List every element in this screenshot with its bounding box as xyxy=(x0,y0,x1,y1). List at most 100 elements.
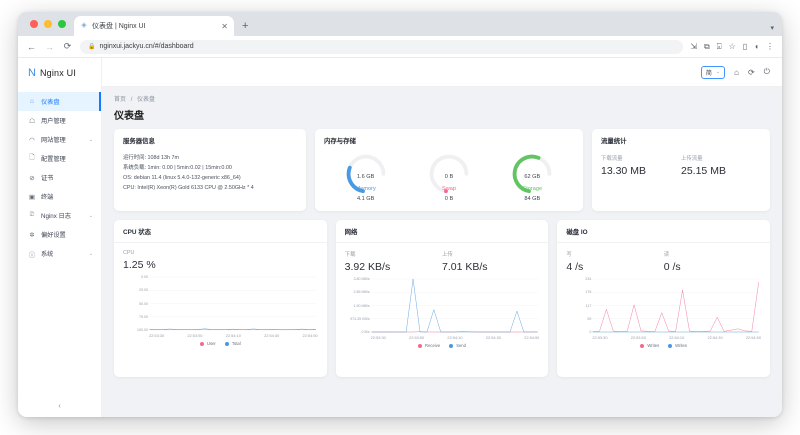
menu-icon[interactable]: ⋮ xyxy=(766,42,774,51)
disk-io-chart: 234 176 117 59 0 xyxy=(566,276,761,334)
sidebar-item-0[interactable]: ⌂ 仪表盘 xyxy=(18,92,101,111)
star-icon[interactable]: ☆ xyxy=(728,42,736,51)
stat-value: 13.30 MB xyxy=(601,165,646,177)
sidebar-item-1[interactable]: ☖ 用户管理 xyxy=(18,111,101,130)
sidebar-item-8[interactable]: ⓘ 系统 ⌄ xyxy=(18,244,101,263)
legend-item[interactable]: Writes xyxy=(640,343,659,348)
legend-item[interactable]: Receive xyxy=(418,343,440,348)
sidebar-item-label: 网站管理 xyxy=(41,137,66,144)
y-axis: 3.80 MB/s 2.85 MB/s 1.90 MB/s 974.35 KB/s 0 … xyxy=(345,276,540,334)
legend-dot-icon xyxy=(199,341,204,346)
gauge-total: 0 B xyxy=(444,196,454,202)
language-select[interactable]: 简 ⌄ xyxy=(700,65,726,79)
breadcrumb: 首页 / 仪表盘 xyxy=(114,94,770,103)
sidebar-item-7[interactable]: ✲ 偏好设置 xyxy=(18,225,101,244)
sidebar-item-2[interactable]: ◠ 网站管理 ⌄ xyxy=(18,130,101,149)
legend-label: Receive xyxy=(425,343,441,348)
nginx-ui-app: N Nginx UI ⌂ 仪表盘 ☖ 用户管理 ◠ 网站管理 ⌄ 🗋 配置管理 ⊘ 证书 ▣ 终端 🗈 Ng… xyxy=(18,58,782,417)
metric-label: CPU xyxy=(123,250,135,256)
memory-storage-card: 内存与存储 1.6 GB Memory 4.1 GB 0 B Swap 0 B 62 GB S… xyxy=(315,129,583,211)
y-axis-tick: 75.00 xyxy=(139,314,148,319)
metric-value: 1.25 % xyxy=(123,259,156,271)
new-tab-button[interactable]: + xyxy=(242,20,249,32)
refresh-icon[interactable]: ⟳ xyxy=(747,67,755,77)
chevron-down-icon[interactable]: ⌄ xyxy=(88,250,93,257)
sidepanel-icon[interactable]: ▯ xyxy=(742,42,748,51)
brand[interactable]: N Nginx UI xyxy=(18,58,101,87)
extension-icon[interactable]: ⧉ xyxy=(704,41,710,51)
y-axis-tick: 0.00 xyxy=(141,275,148,279)
tab-search-icon[interactable]: ▾ xyxy=(770,25,774,32)
y-axis-tick: 59 xyxy=(587,316,592,321)
sidebar-item-4[interactable]: ⊘ 证书 xyxy=(18,168,101,187)
chevron-down-icon[interactable]: ⌄ xyxy=(88,212,93,219)
gauge-value: 1.6 GB xyxy=(356,174,375,180)
metric-label: 读 xyxy=(663,252,670,258)
swap-gauge: 0 B Swap 0 B xyxy=(417,152,481,202)
metric-value: 0 /s xyxy=(663,261,681,273)
breadcrumb-home[interactable]: 首页 xyxy=(114,97,127,103)
x-axis-tick: 22:53:50 xyxy=(409,335,425,340)
reload-button[interactable]: ⟳ xyxy=(63,41,72,51)
network-card: 网络 下载 3.92 KB/s 上传 7.01 KB/s 3.80 MB/s 2.85 … xyxy=(335,220,549,377)
x-axis-tick: 22:54:30 xyxy=(264,333,280,338)
address-bar[interactable]: 🔒 nginxui.jackyu.cn/#/dashboard xyxy=(80,39,684,54)
forward-button[interactable]: → xyxy=(45,41,54,52)
sidebar-item-5[interactable]: ▣ 终端 xyxy=(18,187,101,206)
chevron-down-icon: ⌄ xyxy=(715,69,721,75)
maximize-window-button[interactable] xyxy=(58,20,66,28)
logout-icon[interactable]: ⏻ xyxy=(763,67,770,76)
sidebar-item-label: Nginx 日志 xyxy=(41,213,71,220)
sidebar-item-6[interactable]: 🗈 Nginx 日志 ⌄ xyxy=(18,206,101,225)
breadcrumb-current: 仪表盘 xyxy=(137,97,156,103)
x-axis-tick: 22:54:10 xyxy=(225,333,241,338)
chevron-down-icon[interactable]: ⌄ xyxy=(88,136,93,143)
minimize-window-button[interactable] xyxy=(44,20,52,28)
x-axis: 22:53:30 22:53:50 22:54:10 22:54:30 22:54:50 xyxy=(345,335,540,340)
dashboard-page: 首页 / 仪表盘 仪表盘 服务器信息 运行时间: 108d 13h 7m 系统负载… xyxy=(102,87,782,417)
server-info-line-1: 系统负载: 1min: 0.00 | 5min:0.02 | 15min:0.0… xyxy=(123,165,232,171)
back-button[interactable]: ← xyxy=(27,41,36,52)
legend-label: Total xyxy=(231,341,241,346)
share-icon[interactable]: ⇲ xyxy=(690,42,698,51)
legend-item[interactable]: Send xyxy=(449,343,466,348)
x-axis-tick: 22:54:10 xyxy=(669,335,685,340)
profile-icon[interactable]: ◖ xyxy=(754,42,759,51)
toolbar-icon-group: ⇲ ⧉ ⌻ ☆ ▯ ◖ ⋮ xyxy=(690,42,774,52)
sidebar-item-label: 偏好设置 xyxy=(41,232,66,239)
bookmark-icon[interactable]: ⌻ xyxy=(716,41,722,51)
legend-item[interactable]: Total xyxy=(224,341,241,346)
x-axis-tick: 22:53:50 xyxy=(630,335,646,340)
sidebar-item-label: 仪表盘 xyxy=(41,99,60,106)
legend-dot-icon xyxy=(449,343,454,348)
browser-tab[interactable]: ◈ 仪表盘 | Nginx UI ✕ xyxy=(74,16,234,36)
memory-gauge: 1.6 GB Memory 4.1 GB xyxy=(334,152,398,202)
legend-dot-icon xyxy=(640,343,645,348)
x-axis-tick: 22:54:50 xyxy=(524,335,540,340)
x-axis-tick: 22:54:50 xyxy=(302,333,318,338)
x-axis-tick: 22:53:30 xyxy=(592,335,608,340)
x-axis-tick: 22:54:50 xyxy=(745,335,761,340)
network-upload: 上传 7.01 KB/s xyxy=(442,250,539,273)
legend-item[interactable]: User xyxy=(199,341,216,346)
legend-item[interactable]: Writes xyxy=(668,343,687,348)
gauge-total: 84 GB xyxy=(524,196,541,202)
sidebar-collapse-button[interactable]: ‹ xyxy=(58,402,61,410)
browser-tab-strip: ◈ 仪表盘 | Nginx UI ✕ + ▾ xyxy=(18,12,782,36)
server-info-line-0: 运行时间: 108d 13h 7m xyxy=(123,155,180,161)
bottom-card-row: CPU 状态 CPU 1.25 % 0.00 25.00 50.00 75.00 100.… xyxy=(114,220,771,377)
y-axis-tick: 234 xyxy=(585,277,592,281)
browser-window: ◈ 仪表盘 | Nginx UI ✕ + ▾ ← → ⟳ 🔒 nginxui.j… xyxy=(18,12,782,417)
home-icon[interactable]: ⌂ xyxy=(734,67,739,77)
cpu-chart-wrap: 0.00 25.00 50.00 75.00 100.00 22:53:30 22:53:5… xyxy=(114,274,327,377)
gear-icon: ✲ xyxy=(29,231,35,239)
content-area: 简 ⌄ ⌂ ⟳ ⏻ 首页 / 仪表盘 仪表盘 服务器信息 xyxy=(102,58,782,417)
sidebar-item-3[interactable]: 🗋 配置管理 xyxy=(18,149,101,168)
close-window-button[interactable] xyxy=(30,20,38,28)
close-tab-icon[interactable]: ✕ xyxy=(221,21,228,31)
sidebar-item-label: 用户管理 xyxy=(41,118,66,125)
tab-title: 仪表盘 | Nginx UI xyxy=(92,23,146,30)
cpu-metrics: CPU 1.25 % xyxy=(114,243,327,274)
metric-value: 3.92 KB/s xyxy=(344,261,391,273)
